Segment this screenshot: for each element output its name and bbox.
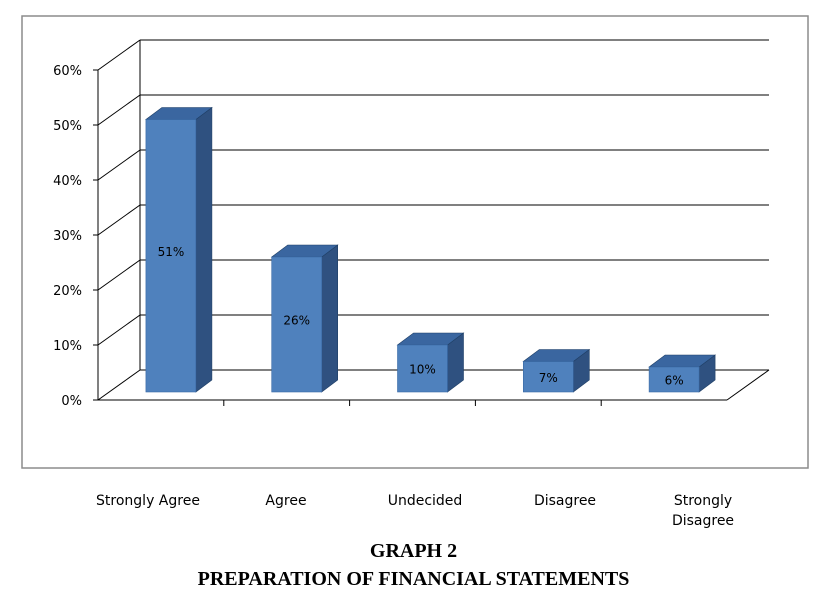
bar bbox=[522, 361, 574, 393]
bar bbox=[648, 366, 700, 393]
y-tick-label: 0% bbox=[61, 394, 82, 409]
bar-side bbox=[195, 106, 213, 393]
data-label: 10% bbox=[409, 363, 436, 377]
y-tick-label: 30% bbox=[53, 229, 82, 244]
x-category-label: Undecided bbox=[388, 493, 463, 509]
gridline-side bbox=[97, 94, 141, 126]
labels: 0% 10% 20% 30% 40% 50% 60% 51% Strongly Agree 26%… bbox=[53, 64, 734, 529]
bar-side bbox=[321, 244, 339, 393]
data-label: 6% bbox=[665, 374, 684, 388]
x-category-label: Strongly Agree bbox=[96, 493, 200, 509]
axes bbox=[93, 40, 770, 406]
gridline-side bbox=[97, 204, 141, 236]
gridline-side bbox=[97, 259, 141, 291]
figure-caption-number: GRAPH 2 bbox=[369, 540, 458, 562]
gridline-side bbox=[97, 314, 141, 346]
data-label: 26% bbox=[283, 314, 310, 328]
chart: 0% 10% 20% 30% 40% 50% 60% 51% Strongly Agree 26%… bbox=[21, 15, 809, 529]
x-category-label: Agree bbox=[265, 493, 306, 509]
y-tick-label: 10% bbox=[53, 339, 82, 354]
y-tick-label: 40% bbox=[53, 174, 82, 189]
bar bbox=[397, 344, 448, 393]
floor-edge bbox=[726, 369, 770, 401]
x-category-label: Strongly bbox=[674, 493, 732, 509]
x-category-label-line2: Disagree bbox=[672, 513, 734, 529]
gridline-side bbox=[97, 369, 141, 401]
bar bbox=[145, 119, 197, 393]
y-tick-label: 20% bbox=[53, 284, 82, 299]
bar bbox=[271, 256, 323, 393]
x-category-label: Disagree bbox=[534, 493, 596, 509]
y-tick-label: 60% bbox=[53, 64, 82, 79]
figure-caption-title: PREPARATION OF FINANCIAL STATEMENTS bbox=[197, 568, 630, 590]
data-label: 51% bbox=[158, 245, 185, 259]
gridline-side bbox=[97, 39, 141, 71]
data-label: 7% bbox=[539, 371, 558, 385]
gridline-side bbox=[97, 149, 141, 181]
bars bbox=[144, 106, 716, 393]
y-tick-label: 50% bbox=[53, 119, 82, 134]
